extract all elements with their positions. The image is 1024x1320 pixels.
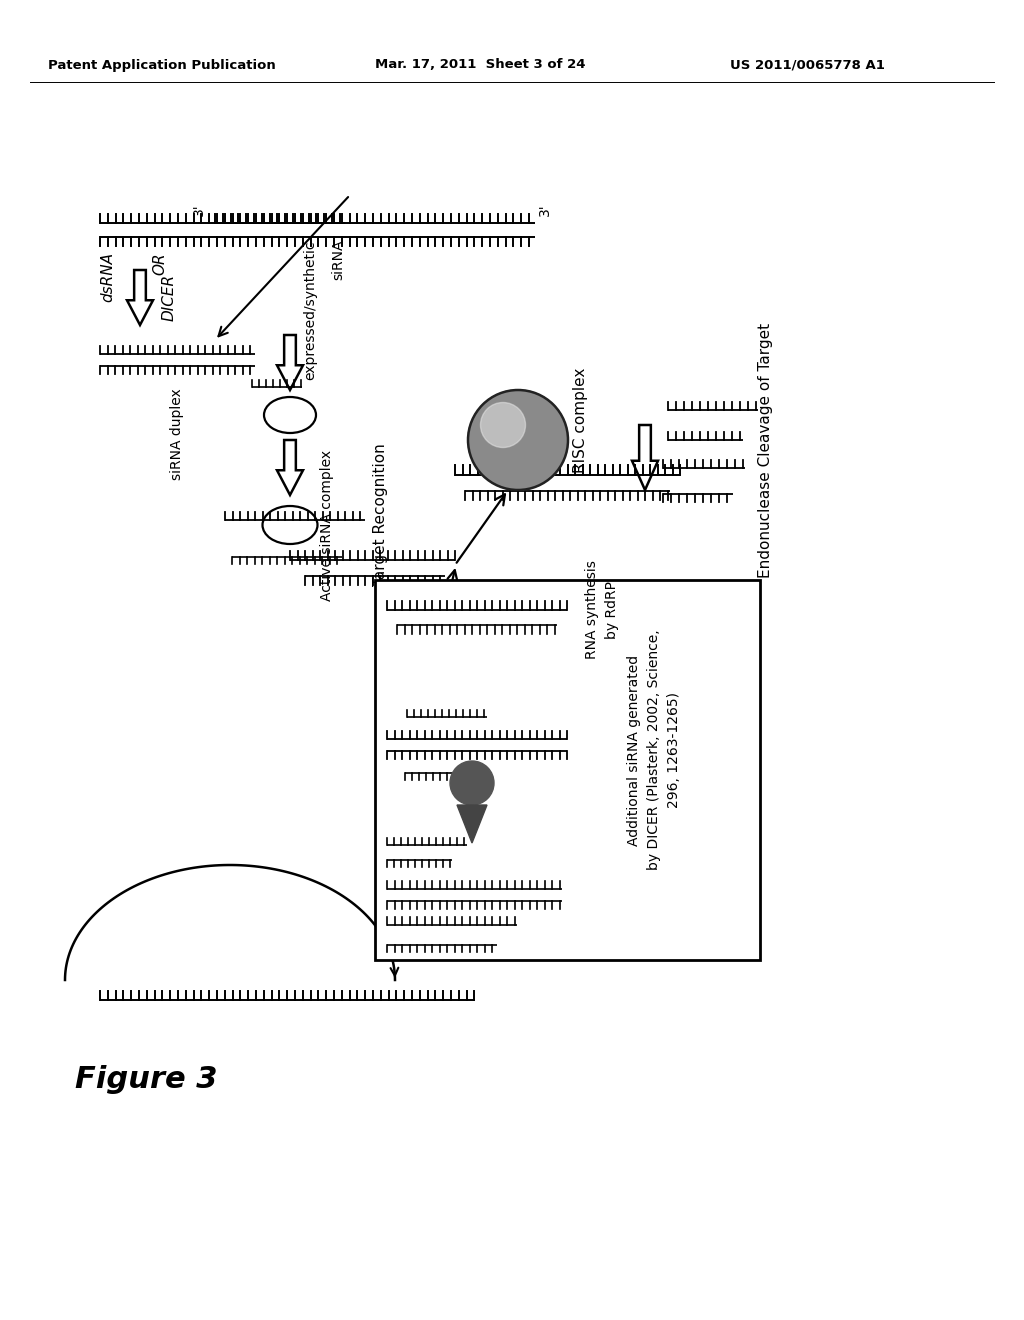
Text: Target Recognition: Target Recognition bbox=[373, 444, 387, 586]
Text: DICER: DICER bbox=[162, 275, 177, 321]
Text: by DICER (Plasterk, 2002, Science,: by DICER (Plasterk, 2002, Science, bbox=[647, 630, 662, 870]
Bar bbox=[375, 579, 760, 960]
Text: Additional siRNA generated: Additional siRNA generated bbox=[627, 655, 641, 846]
Text: 3': 3' bbox=[193, 203, 206, 216]
Text: siRNA: siRNA bbox=[331, 240, 345, 281]
Text: 296, 1263-1265): 296, 1263-1265) bbox=[667, 692, 681, 808]
Text: Active siRNA complex: Active siRNA complex bbox=[319, 449, 334, 601]
Text: Patent Application Publication: Patent Application Publication bbox=[48, 58, 275, 71]
Text: RNA synthesis: RNA synthesis bbox=[585, 561, 599, 660]
Text: Figure 3: Figure 3 bbox=[75, 1065, 217, 1094]
Circle shape bbox=[480, 403, 525, 447]
Circle shape bbox=[450, 762, 494, 805]
Text: dsRNA: dsRNA bbox=[100, 252, 116, 302]
Text: OR: OR bbox=[153, 252, 168, 275]
Text: siRNA duplex: siRNA duplex bbox=[171, 388, 184, 479]
Text: expressed/synthetic: expressed/synthetic bbox=[303, 240, 317, 380]
Circle shape bbox=[468, 389, 568, 490]
Text: RISC complex: RISC complex bbox=[573, 367, 588, 473]
Text: US 2011/0065778 A1: US 2011/0065778 A1 bbox=[730, 58, 885, 71]
Text: by RdRP: by RdRP bbox=[605, 581, 618, 639]
Text: Endonuclease Cleavage of Target: Endonuclease Cleavage of Target bbox=[758, 322, 773, 578]
Polygon shape bbox=[457, 805, 487, 843]
Text: Mar. 17, 2011  Sheet 3 of 24: Mar. 17, 2011 Sheet 3 of 24 bbox=[375, 58, 586, 71]
Text: 3': 3' bbox=[538, 203, 552, 216]
